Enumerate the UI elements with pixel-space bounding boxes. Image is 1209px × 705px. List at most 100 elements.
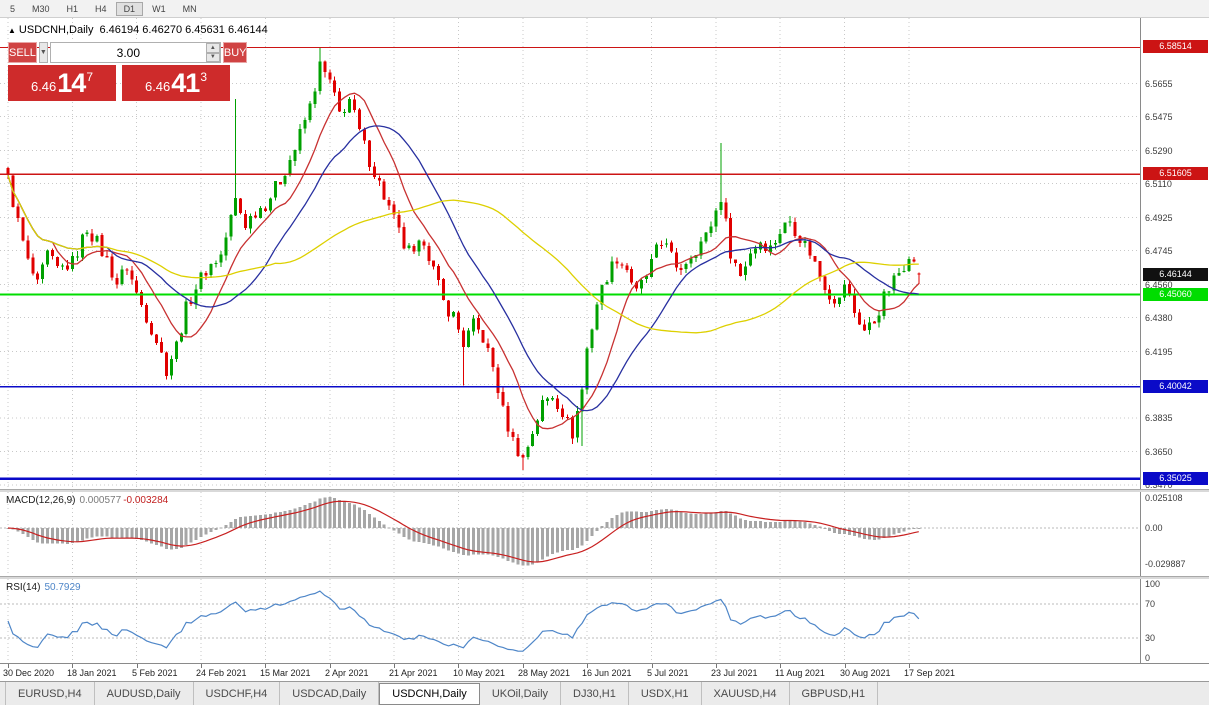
- volume-decrease-button[interactable]: ▼: [205, 52, 220, 62]
- date-label: 5 Jul 2021: [647, 668, 689, 678]
- chart-tab-usdx-h1[interactable]: USDX,H1: [629, 682, 702, 705]
- volume-dropdown-button[interactable]: ▼: [38, 42, 48, 63]
- price-axis-label: 6.3650: [1145, 447, 1173, 457]
- macd-chart-area[interactable]: MACD(12,26,9) 0.000577 -0.003284: [0, 492, 1140, 576]
- ask-whole: 6.46: [144, 79, 171, 94]
- date-label: 11 Aug 2021: [775, 668, 825, 678]
- chart-tab-ukoil-daily[interactable]: UKOil,Daily: [480, 682, 562, 705]
- price-level-badge: 6.35025: [1143, 472, 1208, 485]
- price-axis-label: 6.5475: [1145, 112, 1173, 122]
- sell-button[interactable]: SELL: [8, 42, 37, 63]
- chart-title: ▲ USDCNH,Daily 6.46194 6.46270 6.45631 6.4…: [8, 24, 268, 36]
- date-label: 21 Apr 2021: [389, 668, 438, 678]
- chart-tab-dj30-h1[interactable]: DJ30,H1: [561, 682, 629, 705]
- ask-point: 3: [200, 69, 208, 84]
- time-axis-tick: [844, 664, 846, 668]
- time-axis-tick: [715, 664, 717, 668]
- chart-tab-usdcnh-daily[interactable]: USDCNH,Daily: [379, 683, 480, 705]
- time-axis-tick: [136, 664, 138, 668]
- volume-input[interactable]: [50, 43, 206, 62]
- price-chart-area[interactable]: ▲ USDCNH,Daily 6.46194 6.46270 6.45631 6.4…: [0, 18, 1140, 489]
- chart-tab-usdcad-daily[interactable]: USDCAD,Daily: [280, 682, 380, 705]
- macd-signal-value: -0.003284: [123, 495, 169, 506]
- ma-line-10: [7, 92, 920, 430]
- timeframe-button-H4[interactable]: H4: [87, 2, 115, 16]
- chart-tabs-bar: EURUSD,H4 AUDUSD,Daily USDCHF,H4 USDCAD,Dai…: [0, 681, 1209, 705]
- rsi-name: RSI(14): [6, 582, 41, 593]
- rsi-axis[interactable]: 100 70 30 0: [1140, 579, 1209, 663]
- time-axis[interactable]: 30 Dec 2020 18 Jan 2021 5 Feb 2021 24 Feb 2…: [0, 663, 1209, 681]
- volume-increase-button[interactable]: ▲: [205, 43, 220, 53]
- date-label: 24 Feb 2021: [196, 668, 247, 678]
- chart-tab-audusd-daily[interactable]: AUDUSD,Daily: [95, 682, 194, 705]
- chart-tab-gbpusd-h1[interactable]: GBPUSD,H1: [790, 682, 879, 705]
- volume-field: ▲ ▼: [49, 42, 221, 63]
- date-label: 30 Aug 2021: [840, 668, 891, 678]
- bid-price-button[interactable]: 6.46 14 7: [8, 65, 116, 101]
- rsi-chart[interactable]: [0, 579, 1140, 663]
- price-axis-label: 6.3470: [1145, 480, 1173, 490]
- rsi-axis-label: 70: [1145, 599, 1156, 609]
- time-axis-tick: [8, 664, 9, 668]
- one-click-trading-panel: SELL ▼ ▲ ▼ BUY 6.46 14 7: [8, 42, 248, 101]
- pane-separator[interactable]: [0, 576, 1209, 579]
- ask-pips: 41: [171, 67, 200, 98]
- date-label: 10 May 2021: [453, 668, 506, 678]
- current-price-badge: 6.46144: [1143, 268, 1208, 281]
- time-axis-tick: [265, 664, 267, 668]
- date-label: 5 Feb 2021: [132, 668, 178, 678]
- date-label: 28 May 2021: [518, 668, 571, 678]
- macd-axis-label: 0.025108: [1145, 493, 1183, 503]
- price-axis[interactable]: 6.5655 6.5475 6.5290 6.5110 6.4925 6.4745 6.45…: [1140, 18, 1209, 490]
- volume-spinner: ▲ ▼: [205, 43, 220, 62]
- macd-label: MACD(12,26,9) 0.000577 -0.003284: [6, 495, 168, 506]
- time-axis-tick: [329, 664, 331, 668]
- time-axis-tick: [780, 664, 782, 668]
- one-click-toggle-icon[interactable]: ▲: [8, 26, 16, 35]
- macd-axis-label: -0.029887: [1145, 559, 1186, 569]
- timeframe-button-5[interactable]: 5: [2, 2, 23, 16]
- macd-chart[interactable]: [0, 492, 1140, 576]
- macd-axis[interactable]: 0.025108 0.00 -0.029887: [1140, 492, 1209, 576]
- chart-tab-eurusd-h4[interactable]: EURUSD,H4: [5, 682, 95, 705]
- timeframe-button-W1[interactable]: W1: [144, 2, 174, 16]
- ma-line-21: [7, 125, 919, 412]
- level-lines[interactable]: [0, 46, 1140, 481]
- buy-button[interactable]: BUY: [222, 42, 248, 63]
- rsi-label: RSI(14) 50.7929: [6, 582, 81, 593]
- rsi-value: 50.7929: [44, 582, 81, 593]
- date-label: 17 Sep 2021: [904, 668, 956, 678]
- time-axis-tick: [72, 664, 74, 668]
- time-axis-tick: [522, 664, 524, 668]
- rsi-pane: RSI(14) 50.7929 100 70 30 0: [0, 579, 1209, 663]
- chart-tab-usdchf-h4[interactable]: USDCHF,H4: [194, 682, 281, 705]
- time-axis-tick: [201, 664, 203, 668]
- bid-whole: 6.46: [30, 79, 57, 94]
- price-axis-label: 6.5110: [1145, 179, 1172, 189]
- bid-point: 7: [86, 69, 94, 84]
- time-axis-tick: [651, 664, 653, 668]
- pane-separator[interactable]: [0, 489, 1209, 492]
- timeframe-button-H1[interactable]: H1: [59, 2, 87, 16]
- date-label: 2 Apr 2021: [325, 668, 369, 678]
- price-axis-label: 6.4925: [1145, 213, 1173, 223]
- chart-tab-xauusd-h4[interactable]: XAUUSD,H4: [702, 682, 790, 705]
- ask-price-button[interactable]: 6.46 41 3: [122, 65, 230, 101]
- price-pane: ▲ USDCNH,Daily 6.46194 6.46270 6.45631 6.4…: [0, 18, 1209, 490]
- price-level-badge: 6.58514: [1143, 40, 1208, 53]
- timeframe-toolbar: 5 M30 H1 H4 D1 W1 MN: [0, 0, 1209, 18]
- macd-signal-line: [7, 500, 919, 563]
- time-axis-tick: [908, 664, 910, 668]
- bid-pips: 14: [57, 67, 86, 98]
- candlestick-chart[interactable]: [0, 18, 1140, 489]
- rsi-chart-area[interactable]: RSI(14) 50.7929: [0, 579, 1140, 663]
- timeframe-button-MN[interactable]: MN: [175, 2, 205, 16]
- date-label: 23 Jul 2021: [711, 668, 758, 678]
- price-level-badge: 6.45060: [1143, 288, 1208, 301]
- price-axis-label: 6.5655: [1145, 79, 1173, 89]
- timeframe-button-D1[interactable]: D1: [115, 1, 144, 16]
- date-label: 15 Mar 2021: [260, 668, 311, 678]
- timeframe-button-M30[interactable]: M30: [24, 2, 58, 16]
- date-label: 30 Dec 2020: [3, 668, 55, 678]
